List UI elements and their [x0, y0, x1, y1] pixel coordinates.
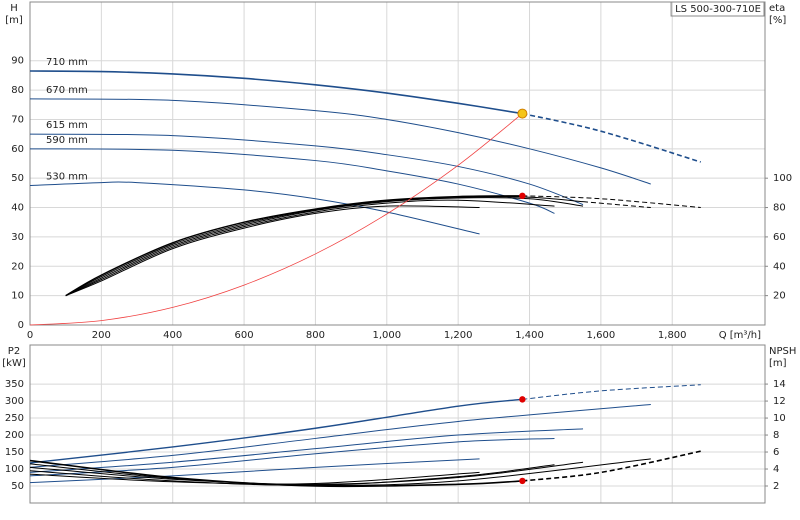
y2-tick-label: 2	[773, 481, 779, 492]
title-box	[670, 1, 765, 17]
curve-label: 590 mm	[46, 135, 88, 146]
y2-axis-label: eta	[769, 3, 785, 14]
y-tick-label: 30	[11, 232, 24, 243]
curve	[29, 398, 523, 464]
y2-tick-label: 100	[773, 173, 792, 184]
y2-axis-label: NPSH	[769, 346, 796, 357]
y-tick-label: 60	[11, 144, 24, 155]
y-tick-label: 40	[11, 203, 24, 214]
curve	[29, 148, 555, 214]
curve	[522, 384, 701, 400]
x-tick-label: 400	[163, 330, 182, 341]
y-tick-label: 10	[11, 291, 24, 302]
y2-tick-label: 10	[773, 413, 786, 424]
y-tick-label: 90	[11, 56, 24, 67]
y2-axis-unit: [m]	[769, 358, 787, 369]
curve	[522, 195, 701, 209]
curve	[29, 471, 480, 485]
y-tick-label: 100	[5, 464, 24, 475]
curve	[65, 197, 584, 297]
x-tick-label: 800	[306, 330, 325, 341]
curve	[29, 403, 651, 468]
curve-label: 530 mm	[46, 172, 88, 183]
curve-label: 670 mm	[46, 85, 88, 96]
chart-title: LS 500-300-710E	[675, 4, 761, 15]
y2-tick-label: 20	[773, 291, 786, 302]
operating-point	[519, 477, 526, 485]
y-tick-label: 200	[5, 430, 24, 441]
y-tick-label: 250	[5, 413, 24, 424]
y-axis-unit: [kW]	[2, 358, 26, 369]
y2-tick-label: 8	[773, 430, 779, 441]
y-tick-label: 80	[11, 85, 24, 96]
curve-label: 710 mm	[46, 57, 88, 68]
curve	[65, 196, 584, 297]
y-tick-label: 50	[11, 481, 24, 492]
curve	[29, 181, 480, 235]
curve	[65, 205, 480, 297]
curve	[29, 459, 523, 488]
curve	[65, 199, 555, 297]
plot-area	[30, 2, 765, 325]
curve-label: 615 mm	[46, 120, 88, 131]
x-tick-label: 600	[235, 330, 254, 341]
y-axis-label: H	[10, 3, 18, 14]
operating-point	[517, 108, 528, 119]
curve	[29, 428, 584, 473]
x-tick-label: 1,200	[444, 330, 473, 341]
y-axis-unit: [m]	[5, 15, 23, 26]
x-tick-label: 1,600	[587, 330, 616, 341]
x-tick-label: 1,400	[515, 330, 544, 341]
y2-tick-label: 60	[773, 232, 786, 243]
x-tick-label: 200	[92, 330, 111, 341]
curve	[522, 112, 702, 163]
plot-frame	[29, 344, 766, 504]
y-tick-label: 70	[11, 114, 24, 125]
y2-tick-label: 14	[773, 379, 786, 390]
curve	[29, 461, 584, 485]
curve	[522, 450, 701, 482]
x-tick-label: 1,800	[658, 330, 687, 341]
y2-tick-label: 80	[773, 203, 786, 214]
y2-tick-label: 12	[773, 396, 786, 407]
curve	[29, 464, 555, 486]
y2-axis-unit: [%]	[769, 15, 786, 26]
y2-tick-label: 6	[773, 447, 779, 458]
x-tick-label: 0	[27, 330, 33, 341]
curve	[29, 70, 523, 115]
curve	[29, 437, 555, 477]
curve	[29, 113, 523, 326]
x-axis-label: Q [m³/h]	[719, 330, 761, 341]
y2-tick-label: 40	[773, 261, 786, 272]
curve	[29, 458, 480, 484]
y-tick-label: 350	[5, 379, 24, 390]
y2-tick-label: 4	[773, 464, 779, 475]
y-axis-label: P2	[8, 346, 20, 357]
operating-point	[519, 396, 526, 403]
curve	[65, 195, 523, 297]
x-tick-label: 1,000	[372, 330, 401, 341]
plot-frame	[29, 1, 766, 326]
y-tick-label: 0	[18, 320, 24, 331]
y-tick-label: 300	[5, 396, 24, 407]
curve	[582, 201, 651, 209]
y-tick-label: 150	[5, 447, 24, 458]
y-tick-label: 50	[11, 173, 24, 184]
curve	[29, 98, 651, 185]
operating-point	[519, 192, 526, 199]
y-tick-label: 20	[11, 261, 24, 272]
curve	[29, 133, 584, 206]
